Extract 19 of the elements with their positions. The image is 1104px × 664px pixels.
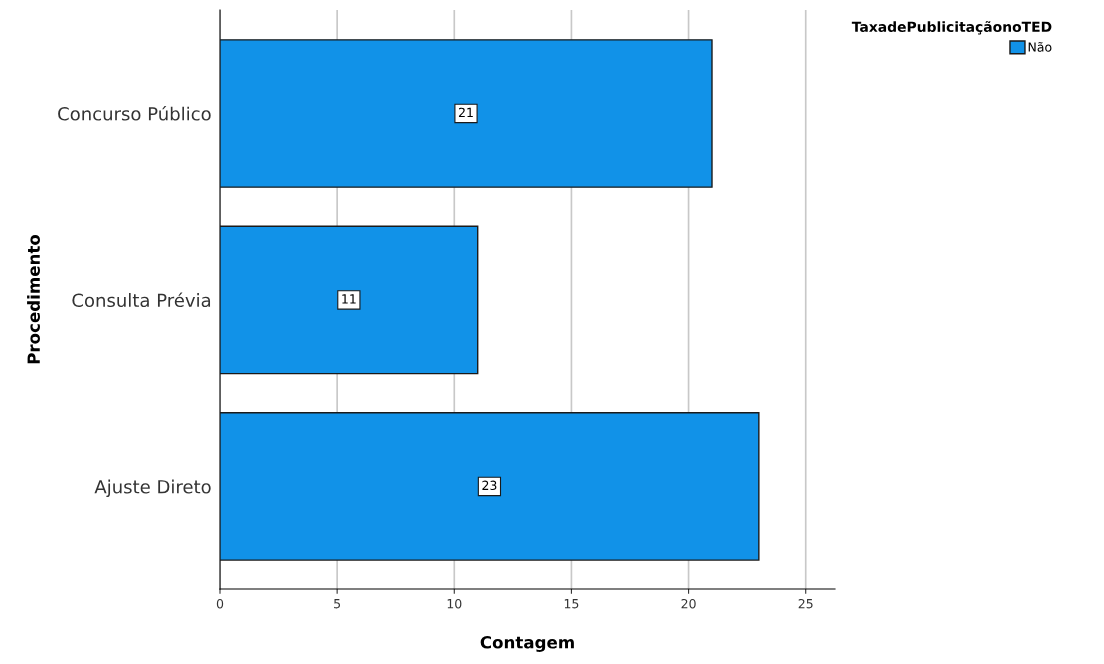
y-tick-label: Ajuste Direto <box>94 479 211 498</box>
x-tick-label: 5 <box>334 599 341 609</box>
data-label: 21 <box>458 107 473 117</box>
bar <box>220 412 760 561</box>
bar <box>220 225 479 375</box>
x-tick-label: 25 <box>798 598 813 609</box>
x-tick-label: 15 <box>564 599 579 609</box>
legend-title: TaxadePublicitaçãonoTED <box>851 21 1052 35</box>
x-tick-label: 10 <box>447 598 462 609</box>
data-label: 23 <box>482 480 497 491</box>
x-tick-label: 0 <box>216 598 224 609</box>
y-tick-label: Concurso Público <box>58 105 211 121</box>
y-tick-label: Consulta Prévia <box>72 292 211 308</box>
legend-label: Não <box>1028 41 1052 52</box>
x-tick-label: 20 <box>681 598 696 609</box>
bar <box>220 39 713 188</box>
y-axis-title: Procedimento <box>27 234 40 364</box>
x-axis-title: Contagem <box>480 635 574 652</box>
data-label: 11 <box>342 294 356 304</box>
